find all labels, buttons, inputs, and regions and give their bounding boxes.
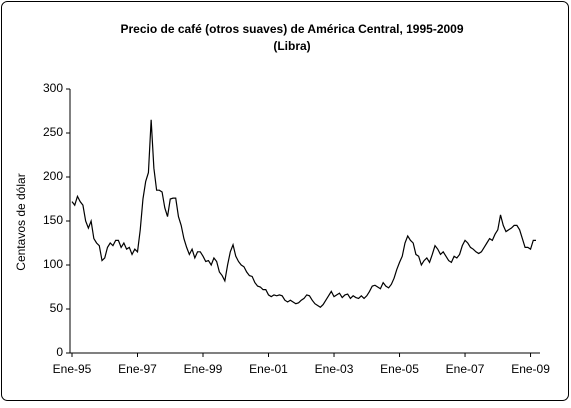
x-tick-label: Ene-95 — [53, 362, 92, 376]
y-tick-label: 50 — [50, 301, 64, 315]
y-axis-label: Centavos de dólar — [14, 173, 28, 270]
x-tick-label: Ene-99 — [184, 362, 223, 376]
y-tick-label: 150 — [43, 213, 63, 227]
y-tick-label: 100 — [43, 257, 63, 271]
y-tick-label: 250 — [43, 125, 63, 139]
x-tick-label: Ene-03 — [315, 362, 354, 376]
chart-title: Precio de café (otros suaves) de América… — [120, 22, 463, 36]
x-tick-label: Ene-07 — [446, 362, 485, 376]
chart-frame — [1, 1, 569, 401]
x-tick-label: Ene-09 — [511, 362, 550, 376]
chart-subtitle: (Libra) — [273, 39, 310, 53]
y-tick-label: 300 — [43, 81, 63, 95]
data-line — [71, 119, 536, 309]
x-tick-label: Ene-05 — [380, 362, 419, 376]
y-tick-label: 0 — [56, 345, 63, 359]
y-tick-label: 200 — [43, 169, 63, 183]
x-tick-label: Ene-97 — [118, 362, 157, 376]
x-tick-label: Ene-01 — [249, 362, 288, 376]
